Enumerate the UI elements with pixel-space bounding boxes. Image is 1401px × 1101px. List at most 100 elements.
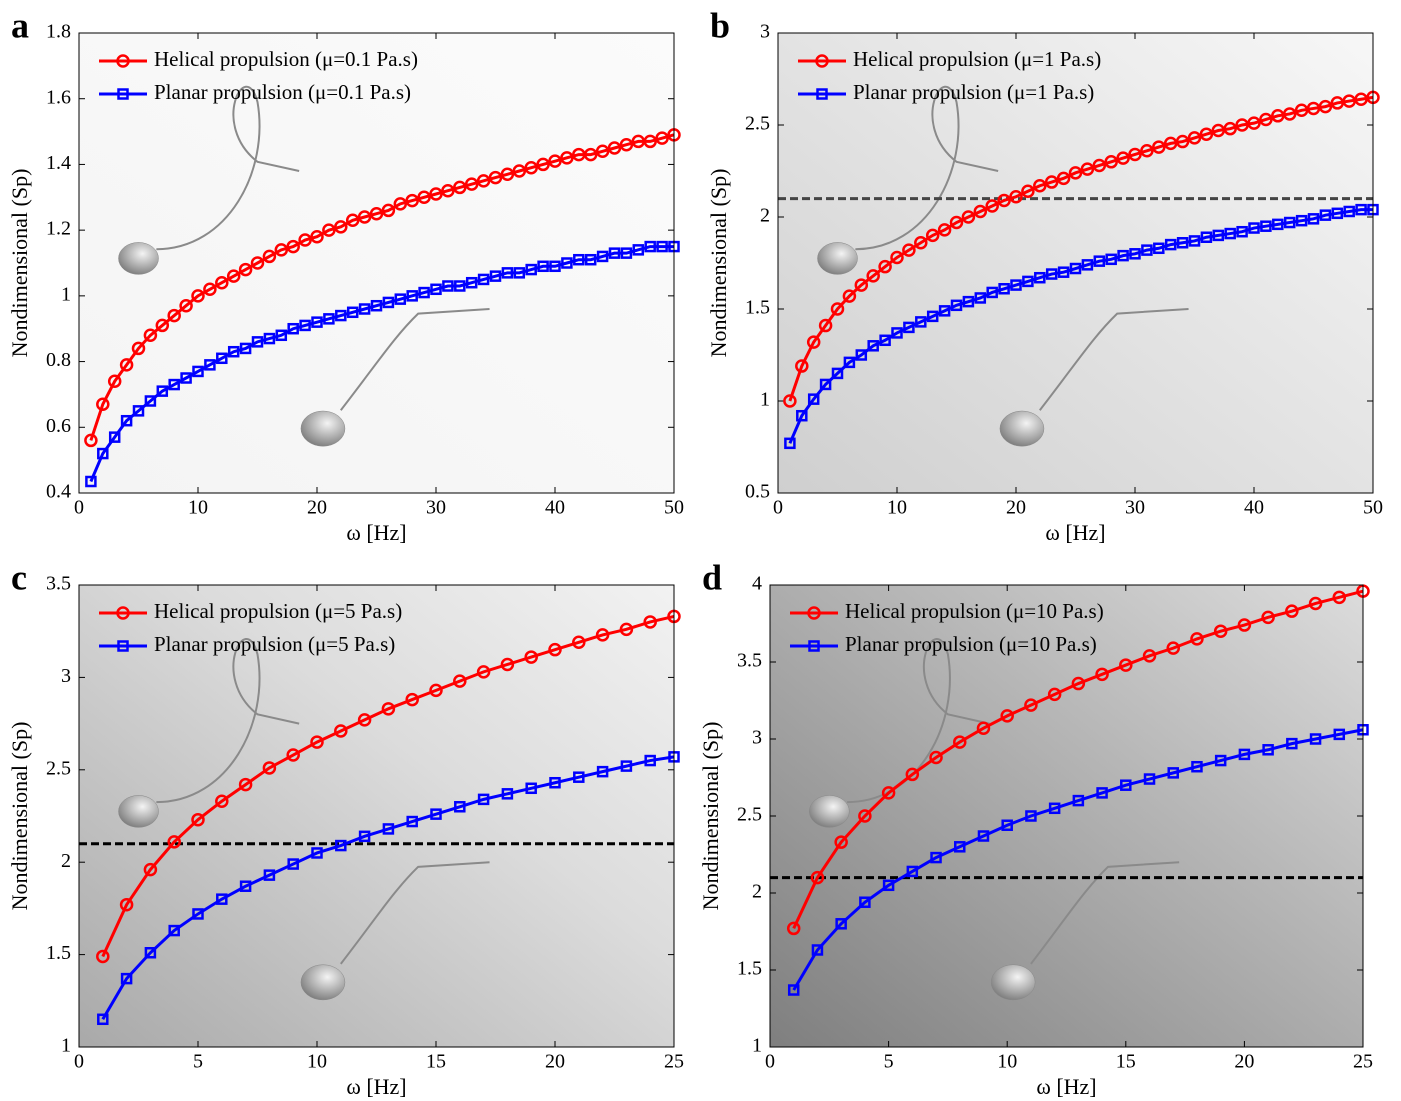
marker xyxy=(949,215,964,230)
series-line xyxy=(792,728,1364,991)
x-tick-label: 40 xyxy=(1244,497,1264,519)
legend-marker xyxy=(807,606,821,620)
marker xyxy=(807,393,820,405)
x-tick-label: 0 xyxy=(74,1051,84,1073)
marker xyxy=(120,414,133,427)
marker xyxy=(382,296,395,309)
y-tick-label: 1 xyxy=(752,1035,762,1057)
marker xyxy=(453,674,467,688)
marker xyxy=(357,210,372,224)
marker xyxy=(878,259,892,274)
marker xyxy=(501,267,514,279)
y-tick-label: 1 xyxy=(61,1035,71,1057)
plot-background xyxy=(770,585,1363,1047)
marker xyxy=(891,327,903,339)
marker xyxy=(1167,767,1179,779)
marker xyxy=(476,174,491,188)
x-tick-label: 20 xyxy=(307,497,327,519)
marker xyxy=(238,777,253,792)
marker xyxy=(335,839,347,852)
marker xyxy=(454,280,466,292)
marker xyxy=(842,289,857,303)
marker xyxy=(656,240,668,253)
marker xyxy=(1295,214,1308,227)
marker xyxy=(1238,748,1251,761)
marker xyxy=(287,858,299,870)
y-tick-label: 1.5 xyxy=(737,958,762,980)
marker xyxy=(226,269,241,283)
marker xyxy=(1081,259,1094,271)
marker xyxy=(926,310,939,323)
marker xyxy=(644,754,656,767)
marker xyxy=(323,313,335,325)
y-tick-label: 3.5 xyxy=(46,573,71,595)
x-tick-label: 25 xyxy=(664,1051,684,1073)
marker xyxy=(1176,237,1189,249)
marker xyxy=(192,365,204,378)
marker xyxy=(537,260,549,273)
marker xyxy=(1105,253,1117,266)
marker xyxy=(929,750,943,765)
marker xyxy=(1093,255,1106,267)
series-line xyxy=(788,208,1373,444)
legend-marker xyxy=(816,88,828,100)
plot-frame xyxy=(78,584,675,1048)
marker xyxy=(620,760,633,772)
y-tick-label: 2.5 xyxy=(46,757,71,779)
y-tick-label: 1 xyxy=(61,283,71,305)
marker xyxy=(405,692,419,707)
marker xyxy=(275,329,288,342)
marker xyxy=(1191,760,1203,773)
marker xyxy=(204,359,216,371)
marker xyxy=(393,197,408,211)
marker xyxy=(501,788,514,800)
marker xyxy=(1355,203,1367,216)
marker xyxy=(879,334,891,347)
marker xyxy=(1010,279,1022,291)
marker xyxy=(524,160,538,175)
marker xyxy=(1343,205,1355,218)
marker xyxy=(370,299,383,312)
y-tick-label: 0.6 xyxy=(46,415,71,437)
panel-label: a xyxy=(11,5,29,45)
x-tick-label: 15 xyxy=(426,1051,446,1073)
marker xyxy=(1142,649,1157,663)
sperm-tail xyxy=(855,85,999,251)
marker xyxy=(835,918,847,930)
marker xyxy=(925,228,940,243)
marker xyxy=(1212,229,1225,242)
marker xyxy=(311,847,323,859)
marker xyxy=(1283,216,1296,229)
y-axis-label: Nondimensional (Sp) xyxy=(7,722,32,911)
marker xyxy=(262,761,277,775)
marker xyxy=(1096,787,1108,799)
marker xyxy=(1260,220,1272,232)
marker xyxy=(274,243,289,257)
plot-frame xyxy=(777,32,1374,494)
marker xyxy=(1188,235,1201,247)
sperm-head xyxy=(809,795,850,828)
marker xyxy=(1057,266,1070,278)
sperm-tail xyxy=(1030,861,1180,965)
y-tick-label: 0.5 xyxy=(745,481,770,503)
marker xyxy=(549,260,561,273)
x-axis-label: ω [Hz] xyxy=(1036,1074,1096,1099)
sperm-tail xyxy=(340,308,490,411)
marker xyxy=(1285,604,1299,618)
marker xyxy=(1068,166,1083,180)
marker xyxy=(167,308,181,323)
marker xyxy=(345,213,360,228)
marker xyxy=(1200,231,1213,243)
x-tick-label: 20 xyxy=(1006,497,1026,519)
marker xyxy=(938,305,951,317)
marker xyxy=(783,394,797,408)
legend-marker xyxy=(815,54,829,68)
marker xyxy=(1009,190,1023,204)
marker xyxy=(488,170,503,185)
marker xyxy=(179,298,193,313)
marker xyxy=(1092,158,1107,173)
marker xyxy=(573,771,585,783)
marker xyxy=(796,409,808,422)
plot-frame xyxy=(78,32,675,494)
